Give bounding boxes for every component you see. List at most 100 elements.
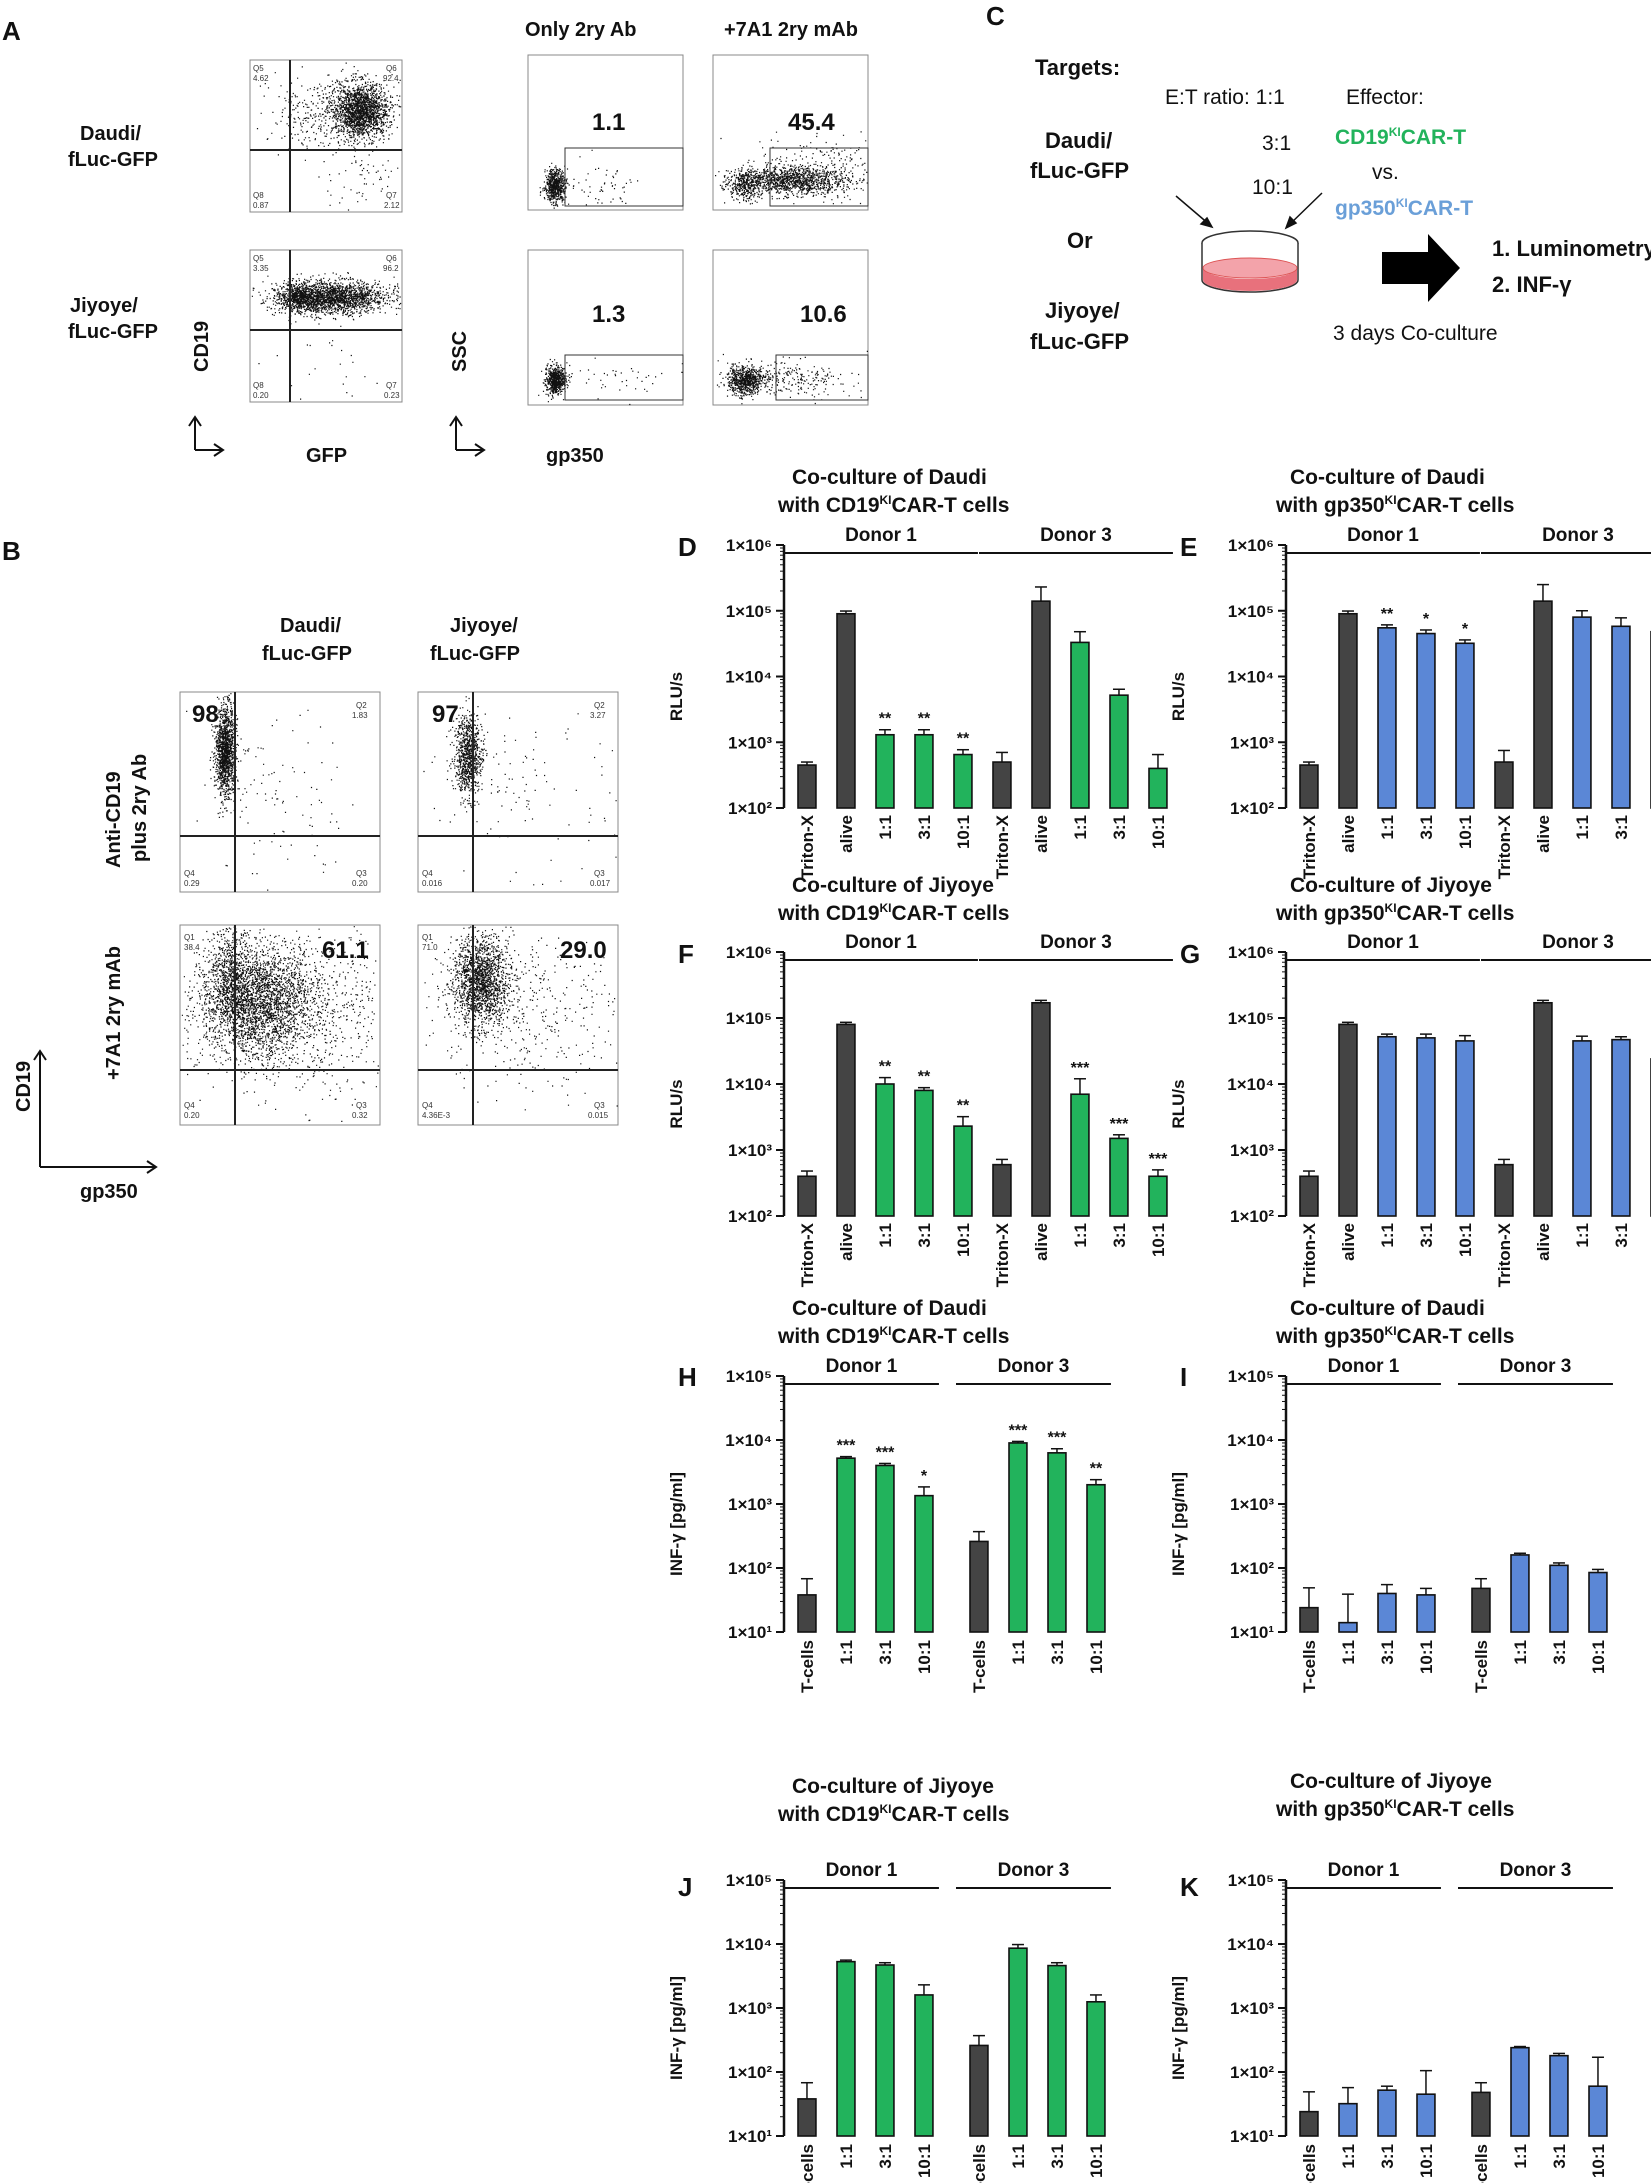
panel-a-row1-label-1: Daudi/	[80, 123, 142, 145]
q7-label: Q7	[386, 191, 397, 200]
significance-label: ***	[1149, 1151, 1168, 1168]
bar	[914, 1494, 934, 1633]
bar	[1008, 1947, 1028, 2137]
target-daudi-1: Daudi/	[1045, 128, 1112, 153]
bar	[1070, 641, 1090, 809]
significance-label: **	[918, 711, 931, 728]
q3-label: Q3	[356, 869, 367, 878]
y-axis-label: RLU/s	[1169, 672, 1188, 721]
q7-label: Q7	[386, 381, 397, 390]
x-category-label: 10:1	[915, 2144, 934, 2178]
significance-label: **	[879, 1059, 892, 1076]
q3-label: Q3	[594, 869, 605, 878]
x-category-label: T-cells	[798, 2144, 817, 2183]
q4-label: Q4	[184, 1101, 195, 1110]
q4-value: 0.20	[184, 1111, 200, 1120]
x-category-label: T-cells	[970, 2144, 989, 2183]
bar	[1455, 642, 1475, 809]
x-category-label: 10:1	[1589, 2144, 1608, 2178]
donor-label: Donor 3	[1542, 932, 1614, 953]
chart-title-line2: with gp350KICAR-T cells	[1275, 1797, 1514, 1821]
x-category-label: alive	[1032, 815, 1051, 853]
x-category-label: T-cells	[970, 1640, 989, 1693]
bar	[1047, 1964, 1067, 2137]
x-category-label: 1:1	[1573, 815, 1592, 840]
y-tick-label: 1×10⁴	[725, 1935, 772, 1954]
x-category-label: Triton-X	[798, 1222, 817, 1287]
targets-label: Targets:	[1035, 55, 1120, 80]
donor-label: Donor 3	[1500, 1356, 1572, 1377]
panel-b-axis-arrow	[33, 1049, 158, 1174]
y-tick-label: 1×10⁵	[726, 602, 772, 621]
y-tick-label: 1×10⁴	[1227, 1075, 1274, 1094]
x-category-label: 10:1	[1589, 1640, 1608, 1674]
x-category-label: 1:1	[837, 1640, 856, 1665]
x-category-label: Triton-X	[1300, 1222, 1319, 1287]
dotplot-jiyoye-gfp-cd19: Q5 3.35 Q6 96.2 Q8 0.20 Q7 0.23	[249, 249, 403, 403]
q2-label: Q2	[356, 701, 367, 710]
x-category-label: alive	[1534, 1223, 1553, 1261]
x-category-label: 1:1	[1378, 1223, 1397, 1248]
q4-label: Q4	[184, 869, 195, 878]
panel-a-col2-title: +7A1 2ry mAb	[724, 19, 858, 41]
x-category-label: 10:1	[1087, 2144, 1106, 2178]
q6-value: 92.4	[383, 74, 399, 83]
y-tick-label: 1×10⁴	[1227, 1935, 1274, 1954]
significance-label: **	[957, 1098, 970, 1115]
significance-label: **	[957, 731, 970, 748]
panel-a: A Daudi/ fLuc-GFP Jiyoye/ fLuc-GFP CD19 …	[2, 16, 869, 467]
gate-value: 45.4	[788, 109, 835, 136]
panel-letter-d: D	[678, 532, 697, 562]
q6-label: Q6	[386, 254, 397, 263]
x-category-label: 3:1	[876, 2144, 895, 2169]
q5-label: Q5	[253, 64, 264, 73]
bar	[1299, 2110, 1319, 2137]
effector-label: Effector:	[1346, 86, 1424, 109]
x-category-label: 3:1	[1378, 2144, 1397, 2169]
donor-label: Donor 1	[845, 932, 917, 953]
coculture-label: 3 days Co-culture	[1333, 322, 1498, 345]
chart-title-line2: with gp350KICAR-T cells	[1275, 1324, 1514, 1348]
readout-luminometry: 1. Luminometry	[1492, 236, 1651, 261]
x-category-label: 10:1	[1456, 1223, 1475, 1257]
big-arrow-icon	[1382, 234, 1460, 302]
x-category-label: 3:1	[1550, 1640, 1569, 1665]
q1-label: Q1	[422, 933, 433, 942]
bar	[1611, 1038, 1631, 1217]
bar	[914, 733, 934, 809]
bar	[797, 1175, 817, 1217]
panel-b-row1-label-1: Anti-CD19	[103, 771, 125, 868]
bar	[1338, 2102, 1358, 2137]
q5-value: 3.35	[253, 264, 269, 273]
y-tick-label: 1×10²	[728, 1207, 772, 1226]
y-axis-label: RLU/s	[1169, 1079, 1188, 1128]
bar	[1471, 1587, 1491, 1633]
x-category-label: 10:1	[1149, 1223, 1168, 1257]
y-tick-label: 1×10⁵	[1228, 1367, 1274, 1386]
donor-label: Donor 1	[1328, 1860, 1400, 1881]
arrow-targets-to-dish	[1175, 192, 1323, 230]
dotplot-b-daudi-anti-cd19: 98 Q2 1.83 Q4 0.29 Q3 0.20	[179, 691, 381, 893]
panel-c: C Targets: Daudi/ fLuc-GFP Or Jiyoye/ fL…	[986, 1, 1651, 354]
panel-a-x-axis-gp350: gp350	[546, 445, 604, 467]
quadrant-value: 97	[432, 701, 459, 728]
significance-label: *	[1462, 621, 1469, 638]
bar	[1377, 627, 1397, 809]
significance-label: ***	[876, 1444, 895, 1461]
x-category-label: 1:1	[1071, 815, 1090, 840]
bar	[1070, 1093, 1090, 1217]
y-tick-label: 1×10⁵	[726, 1009, 772, 1028]
x-category-label: 3:1	[915, 815, 934, 840]
chart-panel-h: Co-culture of Daudi with CD19KICAR-T cell…	[667, 1297, 1111, 1693]
panel-a-col1-title: Only 2ry Ab	[525, 19, 637, 41]
et-ratio-3: 10:1	[1252, 176, 1293, 199]
panel-a-y-axis-cd19: CD19	[191, 321, 213, 372]
significance-label: ***	[1110, 1116, 1129, 1133]
effector-cd19: CD19KICAR-T	[1335, 125, 1466, 149]
target-daudi-2: fLuc-GFP	[1030, 158, 1129, 183]
x-category-label: Triton-X	[1300, 814, 1319, 879]
panel-a-axis-arrow-right	[449, 415, 486, 457]
chart-panel-i: Co-culture of Daudi with gp350KICAR-T cel…	[1169, 1297, 1613, 1693]
q7-value: 0.23	[384, 391, 400, 400]
